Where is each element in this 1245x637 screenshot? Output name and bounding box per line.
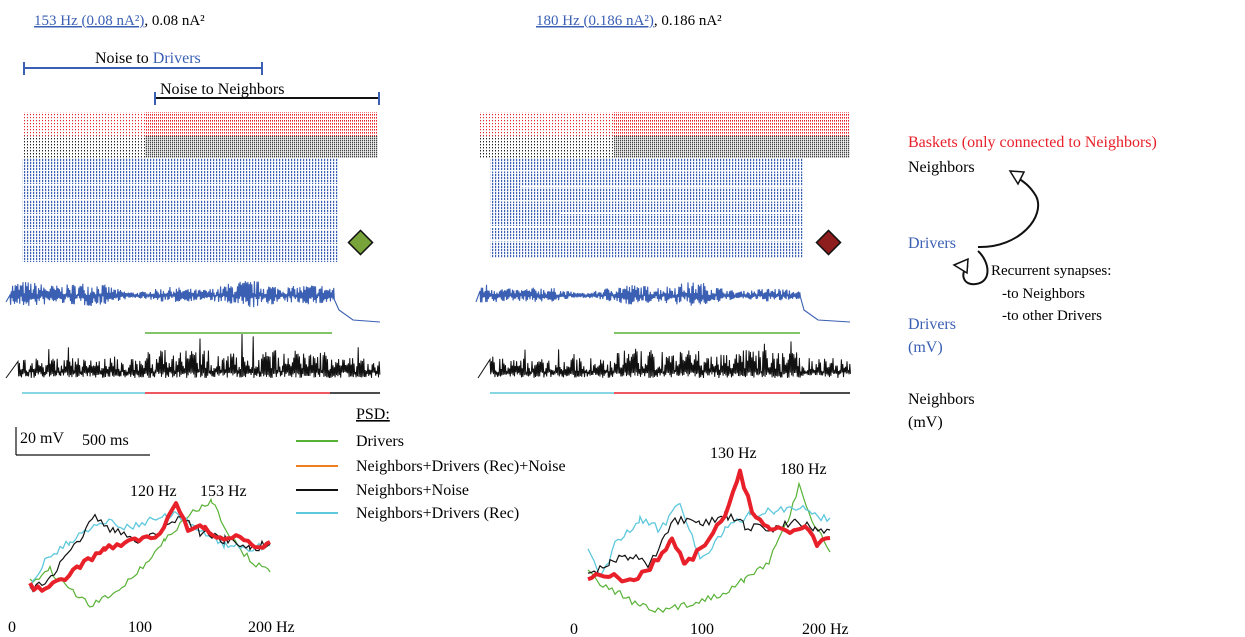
- right-psd-noise: [587, 510, 831, 574]
- neighbors-label: Neighbors: [908, 159, 975, 176]
- drivers-mv-label-1: Drivers: [908, 316, 956, 333]
- legend-label-rec: Neighbors+Drivers (Rec): [356, 505, 519, 522]
- left-title: 153 Hz (0.08 nA²), 0.08 nA²: [34, 13, 205, 29]
- left-title-link[interactable]: 153 Hz (0.08 nA²): [34, 13, 144, 29]
- right-title-link[interactable]: 180 Hz (0.186 nA²): [536, 13, 654, 29]
- right-title: 180 Hz (0.186 nA²), 0.186 nA²: [536, 13, 722, 29]
- left-x-tick-200: 200 Hz: [248, 619, 295, 636]
- psd-legend: PSD: Drivers Neighbors+Drivers (Rec)+Noi…: [296, 406, 566, 522]
- right-psd-drivers: [587, 481, 831, 613]
- neighbors-mv-label-2: (mV): [908, 414, 943, 431]
- legend-label-noise: Neighbors+Noise: [356, 482, 469, 499]
- right-x-tick-200: 200 Hz: [802, 621, 849, 637]
- drivers-mv-label-2: (mV): [908, 339, 943, 356]
- red-diamond-icon: [815, 229, 842, 256]
- left-x-tick-0: 0: [8, 619, 16, 636]
- left-psd-full: [28, 501, 271, 593]
- legend-label-drivers: Drivers: [356, 433, 404, 450]
- right-psd-plot: 130 Hz 180 Hz 0 100 200 Hz: [570, 445, 849, 637]
- left-drivers-voltage-trace: [5, 281, 381, 323]
- noise-to-drivers-label: Noise to Drivers: [95, 50, 201, 67]
- synapse-triangle-neighbors-icon: [1008, 170, 1026, 186]
- neighbors-mv-label-1: Neighbors: [908, 391, 975, 408]
- legend-label-full: Neighbors+Drivers (Rec)+Noise: [356, 458, 566, 475]
- network-schematic: Baskets (only connected to Neighbors) Ne…: [908, 134, 1157, 431]
- noise-to-drivers-bracket: [23, 62, 263, 75]
- left-raster: [22, 112, 378, 262]
- left-psd-drivers: [29, 497, 271, 608]
- left-panel: 153 Hz (0.08 nA²), 0.08 nA² Noise to Dri…: [5, 13, 381, 636]
- left-peak2-label: 153 Hz: [200, 483, 247, 500]
- left-psd-plot: 120 Hz 153 Hz 0 100 200 Hz: [8, 483, 295, 636]
- right-psd-full: [587, 468, 831, 584]
- right-x-tick-100: 100: [690, 621, 714, 637]
- right-x-tick-0: 0: [570, 621, 578, 637]
- right-panel: 180 Hz (0.186 nA²), 0.186 nA²: [475, 13, 851, 637]
- synapse-triangle-recurrent-icon: [952, 257, 969, 275]
- right-neighbors-voltage-trace: [477, 341, 851, 379]
- recurrent-title: Recurrent synapses:: [991, 263, 1111, 279]
- scale-time-label: 500 ms: [82, 432, 129, 449]
- noise-to-neighbors-bracket: [154, 92, 380, 105]
- psd-legend-title: PSD:: [356, 406, 390, 423]
- right-peak2-label: 180 Hz: [780, 461, 827, 478]
- recurrent-loop-arrow: [962, 250, 989, 286]
- recurrent-item-1: -to Neighbors: [1002, 286, 1085, 302]
- left-neighbors-voltage-trace: [5, 333, 381, 379]
- green-diamond-icon: [347, 229, 374, 256]
- right-raster: [478, 112, 850, 258]
- right-peak1-label: 130 Hz: [710, 445, 757, 462]
- noise-to-neighbors-label: Noise to Neighbors: [160, 81, 284, 98]
- recurrent-item-2: -to other Drivers: [1002, 308, 1102, 324]
- left-peak1-label: 120 Hz: [130, 483, 177, 500]
- left-title-rest: , 0.08 nA²: [144, 13, 205, 29]
- left-psd-rec: [29, 511, 271, 590]
- baskets-label: Baskets (only connected to Neighbors): [908, 134, 1157, 151]
- drivers-to-neighbors-arrow: [977, 177, 1040, 249]
- drivers-label: Drivers: [908, 235, 956, 252]
- scale-bar: 20 mV 500 ms: [15, 427, 150, 456]
- scale-voltage-label: 20 mV: [20, 430, 64, 447]
- right-psd-rec: [587, 502, 831, 578]
- left-x-tick-100: 100: [128, 619, 152, 636]
- right-title-rest: , 0.186 nA²: [654, 13, 722, 29]
- right-drivers-voltage-trace: [475, 282, 851, 323]
